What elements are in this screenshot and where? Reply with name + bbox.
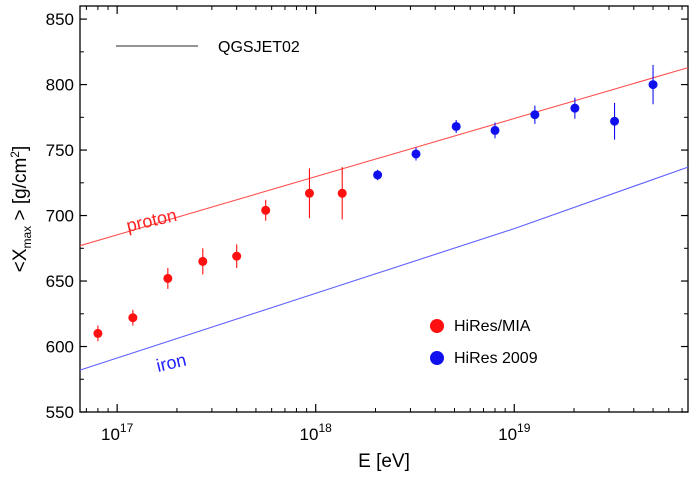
hires-2009-data-point xyxy=(411,149,421,159)
y-tick-label: 850 xyxy=(46,10,74,29)
legend-hires-mia-label: HiRes/MIA xyxy=(454,318,531,335)
hires-2009-data-point xyxy=(570,103,580,113)
y-axis-title: <Xmax > [g/cm2] xyxy=(8,146,34,273)
hires-mia-data-point xyxy=(337,188,347,198)
axis-ticks: 550 600 650 700 750 800 850 1017 1018 1019 xyxy=(46,6,688,444)
hires-2009-data-point xyxy=(490,125,500,135)
hires-2009-data-point xyxy=(451,121,461,131)
x-tick-label: 1019 xyxy=(498,421,531,444)
model-lines xyxy=(79,67,689,371)
hires-2009-data-point xyxy=(373,170,383,180)
legend-hires-2009-marker xyxy=(430,351,444,365)
y-tick-label: 650 xyxy=(46,272,74,291)
proton-model-line xyxy=(79,67,689,247)
x-tick-label: 1018 xyxy=(300,421,333,444)
hires-2009-data-point xyxy=(610,116,620,126)
hires-mia-data-point xyxy=(261,205,271,215)
x-axis-title: E [eV] xyxy=(358,451,410,472)
hires-mia-data-point xyxy=(198,256,208,266)
hires-2009-data-point xyxy=(648,80,658,90)
y-tick-label: 700 xyxy=(46,207,74,226)
proton-label: proton xyxy=(124,205,178,236)
y-tick-label: 750 xyxy=(46,141,74,160)
y-tick-label: 600 xyxy=(46,338,74,357)
hires-mia-data-point xyxy=(128,313,138,323)
iron-label: iron xyxy=(154,350,188,376)
iron-model-line xyxy=(79,166,689,371)
y-tick-label: 550 xyxy=(46,403,74,422)
x-tick-label: 1017 xyxy=(101,421,134,444)
hires-mia-data-point xyxy=(163,273,173,283)
y-tick-label: 800 xyxy=(46,76,74,95)
legend-hires-2009-label: HiRes 2009 xyxy=(454,350,538,367)
plot-frame xyxy=(79,5,689,413)
legend-hires-mia-marker xyxy=(430,319,444,333)
hires-mia-data-point xyxy=(232,251,242,261)
hires-mia-data-point xyxy=(93,328,103,338)
data-points xyxy=(93,64,658,342)
hires-2009-data-point xyxy=(530,110,540,120)
hires-mia-data-point xyxy=(304,188,314,198)
legend-model-label: QGSJET02 xyxy=(218,39,300,56)
